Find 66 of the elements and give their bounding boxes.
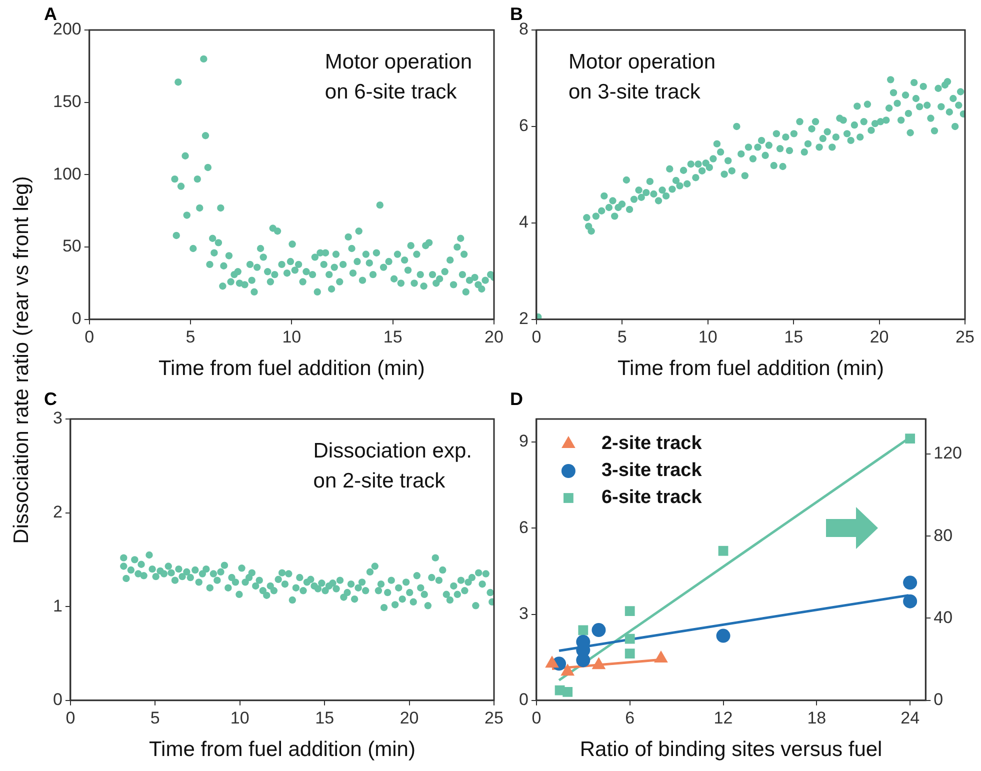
x-tick-label: 25 [956,327,974,346]
x-tick-label: 5 [617,327,627,346]
point [624,634,635,644]
point [592,657,606,670]
y-tick-label: 6 [518,116,528,136]
x-tick-label: 10 [698,327,718,346]
x-tick-label: 10 [230,708,250,728]
x-axis-title: Ratio of binding sites versus fuel [580,738,882,762]
y-tick-label: 2 [518,309,528,328]
y-tick-label: 4 [518,212,528,232]
point [578,625,588,636]
chart-title: C [44,389,57,410]
y-tick-label: 150 [52,92,82,112]
x-tick-label: 18 [807,708,826,728]
x-tick-label: 20 [870,327,889,346]
annotation: Dissociation exp. on 2-site track [313,439,472,492]
point [624,648,635,659]
point [592,623,606,638]
x-tick-label: 10 [282,327,302,346]
point [624,606,635,616]
point [562,687,573,697]
point [716,628,730,643]
y-axis-title: Dissociation rate ratio (rear vs front leg) [10,176,34,544]
annotation: Motor operation on 6-site track [324,50,472,104]
point [903,594,918,608]
x-axis-title: Time from fuel addition (min) [148,738,416,762]
point [905,434,916,444]
x-tick-label: 25 [484,708,504,728]
x-axis-title: Time from fuel addition (min) [617,357,884,380]
x-tick-label: 0 [532,327,542,346]
y-tick-label: 0 [518,690,528,710]
y-tick-label: 50 [62,236,82,256]
x-tick-label: 15 [784,327,804,346]
x-tick-label: 24 [900,708,920,728]
x-axis-title: Time from fuel addition (min) [158,357,425,380]
y2-tick-label: 40 [934,608,953,627]
chart-title: D [510,389,523,410]
point [718,546,728,556]
y2-tick-label: 80 [934,526,953,545]
x-tick-label: 0 [532,708,542,728]
y-tick-label: 6 [518,518,528,537]
x-tick-label: 0 [84,327,94,346]
x-tick-label: 6 [625,708,635,728]
annotation: Motor operation on 3-site track [568,50,716,104]
legend-label: 2-site track [601,433,702,454]
x-tick-label: 15 [383,327,402,346]
y-tick-label: 1 [52,596,62,616]
y-tick-label: 2 [52,502,62,522]
y-tick-label: 3 [52,408,62,428]
x-tick-label: 12 [714,708,733,728]
point [903,576,918,590]
y-tick-label: 100 [52,164,82,184]
x-tick-label: 5 [186,327,196,346]
x-tick-label: 20 [484,327,504,346]
y-tick-label: 9 [518,432,528,451]
y2-tick-label: 0 [934,690,944,710]
legend-label: 3-site track [601,460,702,482]
legend-label: 6-site track [601,487,702,508]
x-tick-label: 20 [400,708,419,728]
y-tick-label: 0 [72,309,82,328]
x-tick-label: 15 [315,708,334,728]
y2-tick-label: 120 [934,444,962,463]
y-tick-label: 3 [518,604,528,623]
point [576,653,590,668]
x-tick-label: 5 [150,708,160,728]
y-tick-label: 0 [52,690,62,710]
